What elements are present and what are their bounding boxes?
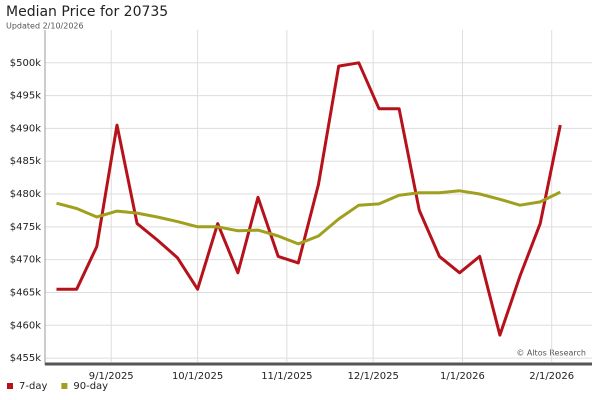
legend-swatch bbox=[7, 383, 13, 389]
x-tick-label: 11/1/2025 bbox=[261, 371, 312, 382]
x-tick-label: 1/1/2026 bbox=[440, 371, 485, 382]
watermark: © Altos Research bbox=[516, 349, 586, 358]
x-tick-label: 9/1/2025 bbox=[89, 371, 134, 382]
y-tick-label: $500k bbox=[10, 58, 41, 69]
legend-label: 7-day bbox=[19, 381, 47, 392]
x-tick-label: 12/1/2025 bbox=[348, 371, 399, 382]
x-tick-label: 2/1/2026 bbox=[529, 371, 574, 382]
legend-label: 90-day bbox=[73, 381, 108, 392]
chart-subtitle: Updated 2/10/2026 bbox=[6, 22, 84, 31]
y-tick-label: $480k bbox=[10, 189, 41, 200]
y-tick-label: $495k bbox=[10, 91, 41, 102]
legend-swatch bbox=[61, 383, 68, 389]
series-line bbox=[56, 189, 561, 246]
x-tick-label: 10/1/2025 bbox=[172, 371, 223, 382]
y-tick-label: $485k bbox=[10, 156, 41, 167]
y-tick-label: $460k bbox=[10, 320, 41, 331]
y-tick-label: $455k bbox=[10, 353, 41, 364]
chart-title: Median Price for 20735 bbox=[6, 4, 168, 20]
series-line bbox=[56, 61, 562, 337]
y-tick-label: $465k bbox=[10, 287, 41, 298]
y-tick-label: $470k bbox=[10, 255, 41, 266]
y-tick-label: $475k bbox=[10, 222, 41, 233]
y-tick-label: $490k bbox=[10, 123, 41, 134]
